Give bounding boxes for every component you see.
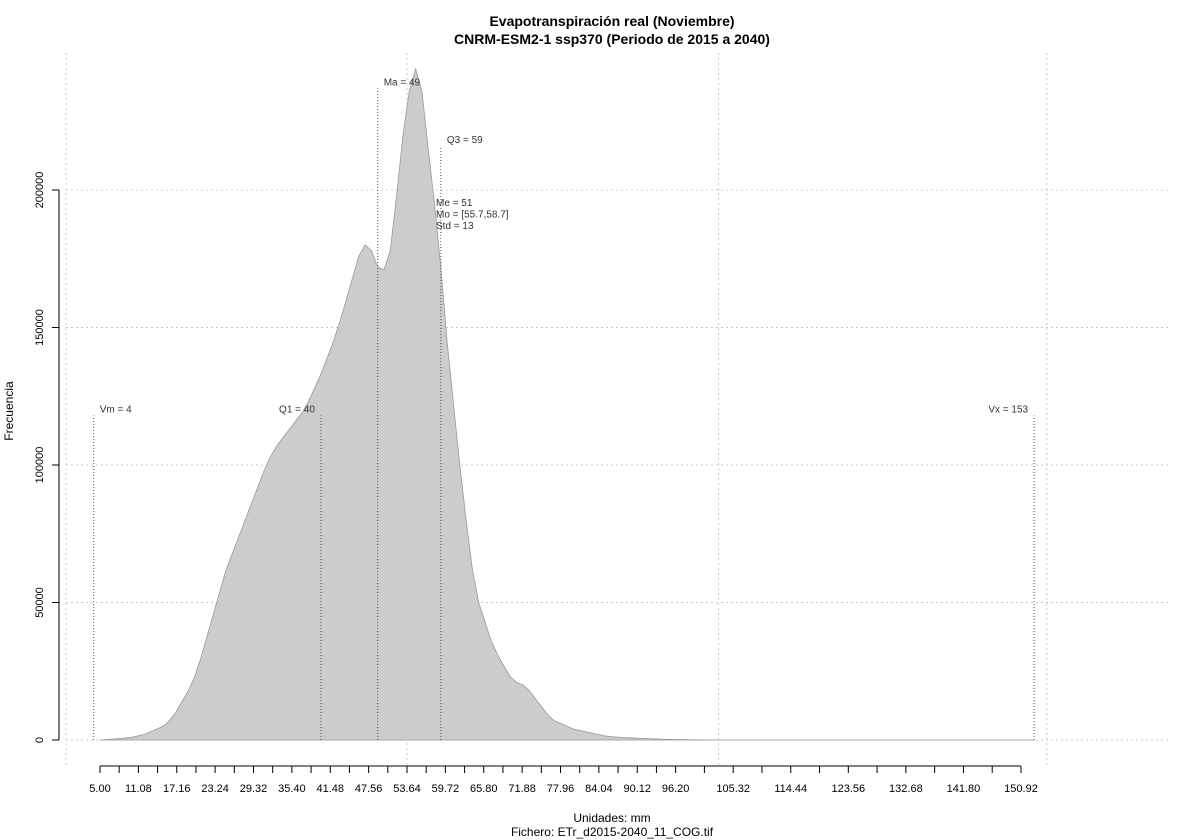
annotations: Vm = 4 Q1 = 40 Ma = 49 Q3 = 59 Vx = 153 Me = … [93, 77, 1035, 740]
x-tick-label: 96.20 [662, 783, 690, 795]
x-tick-label: 77.96 [547, 783, 575, 795]
x-tick-label: 123.56 [831, 783, 865, 795]
y-tick-label: 200000 [34, 172, 46, 209]
x-tick-label: 35.40 [278, 783, 306, 795]
x-tick-label: 29.32 [240, 783, 268, 795]
y-axis: 0 50000 100000 150000 200000 [34, 172, 60, 743]
x-tick-label: 41.48 [316, 783, 344, 795]
x-axis: 5.00 11.08 17.16 23.24 29.32 35.40 41.48 47.56 5… [89, 765, 1038, 795]
stats-label: Mo = [55.7,58.7] [436, 210, 509, 221]
x-tick-label: 65.80 [470, 783, 498, 795]
marker-label: Vm = 4 [100, 405, 132, 416]
chart-title: Evapotranspiración real (Noviembre) [489, 13, 734, 29]
density-area [99, 67, 1035, 741]
x-tick-label: 141.80 [947, 783, 981, 795]
y-axis-title: Frecuencia [2, 381, 16, 441]
stats-label: Me = 51 [436, 198, 473, 209]
x-tick-label: 17.16 [163, 783, 191, 795]
x-tick-label: 150.92 [1004, 783, 1038, 795]
y-tick-label: 100000 [34, 447, 46, 484]
marker-label: Vx = 153 [988, 405, 1028, 416]
density-fill [99, 67, 1035, 741]
marker-label: Q3 = 59 [447, 135, 483, 146]
file-caption: Fichero: ETr_d2015-2040_11_COG.tif [511, 825, 714, 839]
x-tick-label: 90.12 [623, 783, 651, 795]
marker-label: Ma = 49 [384, 77, 421, 88]
y-tick-label: 150000 [34, 309, 46, 346]
y-tick-label: 50000 [34, 587, 46, 618]
x-tick-label: 47.56 [355, 783, 383, 795]
x-tick-label: 114.44 [774, 783, 807, 795]
x-tick-label: 11.08 [125, 783, 152, 795]
x-tick-label: 105.32 [716, 783, 750, 795]
stats-label: Std = 13 [436, 221, 474, 232]
x-axis-title: Unidades: mm [573, 811, 650, 825]
x-tick-label: 59.72 [432, 783, 460, 795]
x-tick-label: 5.00 [89, 783, 110, 795]
x-tick-label: 132.68 [889, 783, 923, 795]
x-tick-label: 53.64 [393, 783, 421, 795]
x-tick-label: 71.88 [508, 783, 536, 795]
x-tick-label: 84.04 [585, 783, 613, 795]
x-tick-label: 23.24 [201, 783, 229, 795]
chart-subtitle: CNRM-ESM2-1 ssp370 (Periodo de 2015 a 20… [454, 31, 770, 47]
y-tick-label: 0 [34, 737, 46, 743]
marker-label: Q1 = 40 [279, 405, 315, 416]
